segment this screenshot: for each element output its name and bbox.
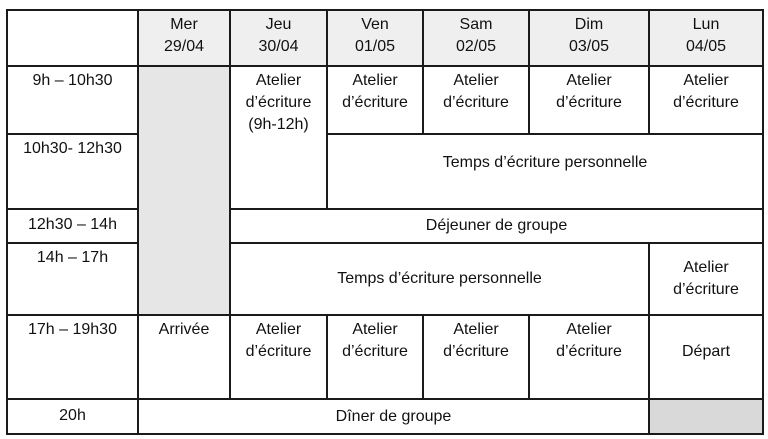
event-atelier: Atelier d’écriture: [328, 67, 422, 133]
event-atelier: Atelier d’écriture: [530, 316, 648, 398]
event-label: d’écriture: [443, 94, 509, 111]
day: Lun: [692, 16, 720, 33]
corner-cell: [8, 11, 137, 65]
event-label: Atelier: [453, 321, 499, 338]
unavailable-cell: [650, 400, 762, 433]
date: 03/05: [568, 38, 610, 55]
unavailable-cell: [139, 67, 229, 314]
event-temps-perso: Temps d’écriture personnelle: [231, 244, 648, 314]
event-atelier: Atelier d’écriture: [650, 244, 762, 314]
event-label: Atelier: [566, 321, 612, 338]
header-lun: Lun 04/05: [650, 11, 762, 65]
time-slot: 10h30- 12h30: [8, 135, 137, 208]
event-label: Atelier: [683, 259, 729, 276]
date: 01/05: [354, 38, 396, 55]
header-mer: Mer 29/04: [139, 11, 229, 65]
day: Jeu: [265, 16, 292, 33]
date: 04/05: [685, 38, 727, 55]
event-label: d’écriture: [673, 281, 739, 298]
event-temps-perso: Temps d’écriture personnelle: [328, 135, 762, 208]
event-hours: (9h-12h): [248, 116, 309, 133]
time-slot: 20h: [8, 400, 137, 433]
header-sam: Sam 02/05: [424, 11, 528, 65]
day: Mer: [170, 16, 198, 33]
event-atelier: Atelier d’écriture: [231, 316, 326, 398]
header-ven: Ven 01/05: [328, 11, 422, 65]
time-slot: 9h – 10h30: [8, 67, 137, 133]
event-label: d’écriture: [556, 94, 622, 111]
event-label: Atelier: [453, 72, 499, 89]
event-label: Atelier: [352, 72, 398, 89]
event-label: d’écriture: [245, 94, 312, 111]
event-label: d’écriture: [673, 94, 739, 111]
day: Sam: [459, 16, 493, 33]
event-dejeuner: Déjeuner de groupe: [231, 210, 762, 242]
event-label: Atelier: [566, 72, 612, 89]
event-atelier: Atelier d’écriture: [650, 67, 762, 133]
event-label: d’écriture: [556, 343, 622, 360]
event-label: Atelier: [352, 321, 398, 338]
event-label: d’écriture: [443, 343, 509, 360]
event-label: d’écriture: [245, 343, 312, 360]
event-label: d’écriture: [342, 343, 408, 360]
header-jeu: Jeu 30/04: [231, 11, 326, 65]
event-diner: Dîner de groupe: [139, 400, 648, 433]
day: Ven: [361, 16, 389, 33]
event-label: Atelier: [255, 321, 302, 338]
header-dim: Dim 03/05: [530, 11, 648, 65]
time-slot: 14h – 17h: [8, 244, 137, 314]
date: 02/05: [455, 38, 497, 55]
event-label: d’écriture: [342, 94, 408, 111]
event-arrivee: Arrivée: [139, 316, 229, 398]
event-label: Atelier: [683, 72, 729, 89]
time-slot: 12h30 – 14h: [8, 210, 137, 242]
schedule-table: Mer 29/04 Jeu 30/04 Ven 01/05 Sam 02/05 Dim 0…: [6, 9, 764, 435]
time-slot: 17h – 19h30: [8, 316, 137, 398]
event-atelier: Atelier d’écriture: [424, 67, 528, 133]
event-depart: Départ: [650, 316, 762, 398]
date: 29/04: [163, 38, 205, 55]
event-atelier: Atelier d’écriture: [530, 67, 648, 133]
event-atelier-jeu: Atelier d’écriture (9h-12h): [231, 67, 326, 208]
event-atelier: Atelier d’écriture: [424, 316, 528, 398]
day: Dim: [574, 16, 604, 33]
event-atelier: Atelier d’écriture: [328, 316, 422, 398]
date: 30/04: [258, 38, 299, 55]
event-label: Atelier: [255, 72, 302, 89]
